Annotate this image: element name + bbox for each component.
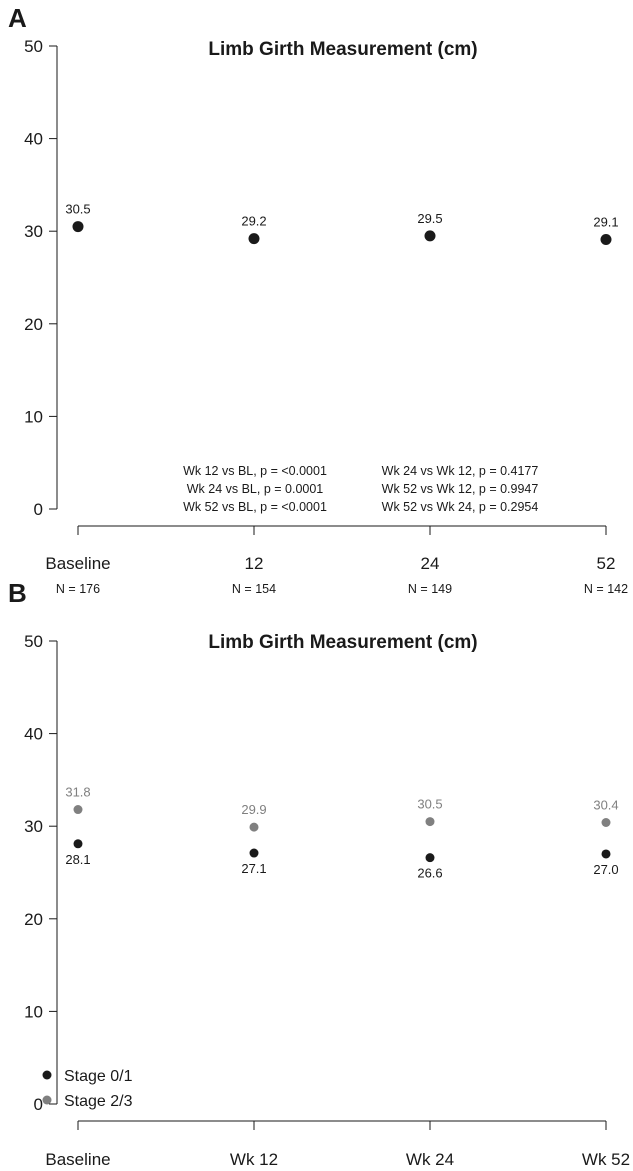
- x-tick-label: Wk 12: [230, 1150, 278, 1169]
- x-tick-label: Baseline: [45, 1150, 110, 1169]
- stat-wk52-vs-wk24: Wk 52 vs Wk 24, p = 0.2954: [382, 500, 539, 514]
- data-label: 29.5: [417, 211, 442, 226]
- panel-b-data-points: 28.1 27.1 26.6 27.0 31.8 29.9 30.5 30.4: [65, 785, 618, 881]
- x-tick-label: 24: [421, 554, 440, 573]
- legend-label-stage-2-3: Stage 2/3: [64, 1093, 133, 1110]
- legend-marker-stage-2-3: [42, 1095, 52, 1105]
- data-label: 26.6: [417, 866, 442, 881]
- panel-b-letter: B: [8, 578, 27, 608]
- data-point: [600, 234, 612, 246]
- data-label: 30.5: [65, 202, 90, 217]
- data-label: 29.9: [241, 802, 266, 817]
- data-label: 27.1: [241, 861, 266, 876]
- x-tick-label: Baseline: [45, 554, 110, 573]
- data-label: 29.2: [241, 214, 266, 229]
- y-tick-label: 0: [34, 500, 43, 519]
- data-point: [424, 230, 436, 242]
- x-tick-label: Wk 24: [406, 1150, 454, 1169]
- x-tick-label: Wk 52: [582, 1150, 630, 1169]
- panel-a-stats-left: Wk 12 vs BL, p = <0.0001 Wk 24 vs BL, p …: [183, 464, 327, 514]
- data-label: 27.0: [593, 862, 618, 877]
- y-tick-label: 10: [24, 407, 43, 426]
- panel-a-data-points: 30.5 29.2 29.5 29.1: [65, 202, 619, 246]
- data-label: 29.1: [593, 215, 618, 230]
- x-tick-label: 52: [597, 554, 616, 573]
- data-label: 31.8: [65, 785, 90, 800]
- y-tick-label: 0: [34, 1095, 43, 1114]
- y-tick-label: 40: [24, 130, 43, 149]
- stat-wk52-vs-bl: Wk 52 vs BL, p = <0.0001: [183, 500, 327, 514]
- x-tick-label: 12: [245, 554, 264, 573]
- stat-wk24-vs-wk12: Wk 24 vs Wk 12, p = 0.4177: [382, 464, 539, 478]
- panel-a-title: Limb Girth Measurement (cm): [208, 39, 477, 60]
- stat-wk52-vs-wk12: Wk 52 vs Wk 12, p = 0.9947: [382, 482, 539, 496]
- panel-b-y-axis: 0 10 20 30 40 50: [24, 632, 58, 1114]
- data-point: [73, 805, 83, 815]
- data-point: [73, 839, 83, 849]
- y-tick-label: 30: [24, 222, 43, 241]
- data-point: [72, 221, 84, 233]
- data-point: [248, 233, 260, 245]
- y-tick-label: 20: [24, 910, 43, 929]
- data-point: [425, 853, 435, 863]
- panel-a-letter: A: [8, 3, 27, 33]
- y-tick-label: 10: [24, 1002, 43, 1021]
- legend-marker-stage-0-1: [42, 1070, 52, 1080]
- panel-a: A Limb Girth Measurement (cm) 0 10 20 30 40 5…: [8, 3, 628, 596]
- panel-b: B Limb Girth Measurement (cm) 0 10 20 30 40 5…: [8, 578, 630, 1169]
- y-tick-label: 40: [24, 725, 43, 744]
- data-point: [425, 817, 435, 827]
- data-point: [249, 848, 259, 858]
- legend-label-stage-0-1: Stage 0/1: [64, 1068, 133, 1085]
- data-label: 28.1: [65, 852, 90, 867]
- y-tick-label: 30: [24, 817, 43, 836]
- y-tick-label: 50: [24, 37, 43, 56]
- panel-b-title: Limb Girth Measurement (cm): [208, 632, 477, 653]
- y-tick-label: 50: [24, 632, 43, 651]
- data-point: [249, 822, 259, 832]
- data-label: 30.4: [593, 797, 618, 812]
- sample-size-label: N = 149: [408, 582, 452, 596]
- stat-wk12-vs-bl: Wk 12 vs BL, p = <0.0001: [183, 464, 327, 478]
- sample-size-label: N = 142: [584, 582, 628, 596]
- panel-b-x-axis: Baseline Wk 12 Wk 24 Wk 52: [45, 1120, 630, 1169]
- panel-b-legend: Stage 0/1 Stage 2/3: [42, 1068, 133, 1110]
- data-point: [601, 817, 611, 827]
- panel-a-y-axis: 0 10 20 30 40 50: [24, 37, 58, 519]
- panel-a-x-axis: Baseline N = 176 12 N = 154 24 N = 149 52 N = 1…: [45, 525, 628, 596]
- stat-wk24-vs-bl: Wk 24 vs BL, p = 0.0001: [187, 482, 324, 496]
- panel-a-stats-right: Wk 24 vs Wk 12, p = 0.4177 Wk 52 vs Wk 1…: [382, 464, 539, 514]
- sample-size-label: N = 154: [232, 582, 276, 596]
- data-label: 30.5: [417, 797, 442, 812]
- y-tick-label: 20: [24, 315, 43, 334]
- data-point: [601, 849, 611, 859]
- sample-size-label: N = 176: [56, 582, 100, 596]
